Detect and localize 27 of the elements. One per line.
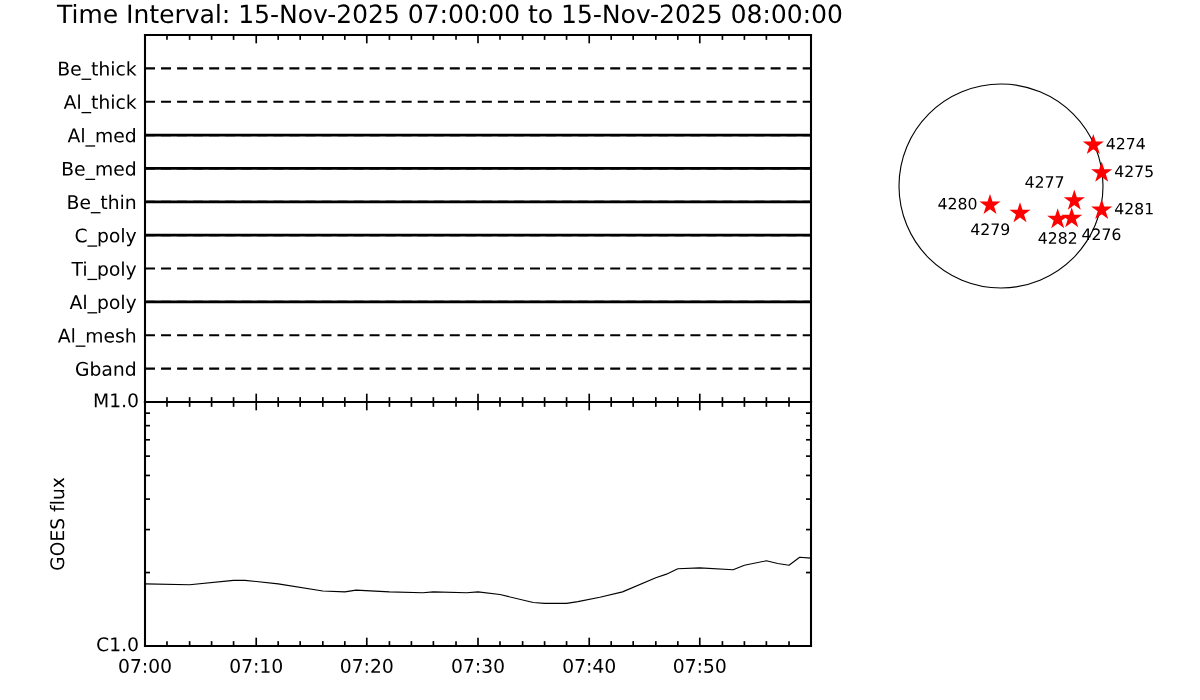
y-tick-label: Be_thick (59, 61, 137, 80)
y-tick-label: Be_med (63, 161, 135, 180)
x-tick-label: 07:40 (563, 658, 615, 674)
chart-title: Time Interval: 15-Nov-2025 07:00:00 to 15-Nov-2025 08:00:00 (56, 3, 842, 24)
y-tick-label: Gband (76, 361, 135, 377)
x-tick-label: 07:20 (341, 658, 393, 674)
text: 4280 (938, 197, 977, 210)
text: 4281 (1114, 202, 1153, 215)
x-tick-label: 07:30 (452, 658, 504, 674)
y-tick-label: C_poly (75, 228, 137, 247)
y-tick-label: Ti_poly (71, 261, 137, 281)
y-tick-label: Be_thin (68, 194, 136, 214)
y-tick-label: Al_poly (69, 294, 137, 314)
text: 4277 (1025, 176, 1064, 188)
text: C1.0 (97, 637, 138, 652)
text: M1.0 (94, 393, 138, 408)
text: 4274 (1106, 137, 1145, 150)
y-tick-label: Al_thick (63, 94, 137, 114)
x-tick-label: 07:00 (119, 658, 171, 674)
text: 4279 (971, 223, 1010, 236)
y-axis-title: GOES flux (49, 477, 65, 570)
y-tick-label: Al_mesh (57, 328, 136, 347)
x-tick-label: 07:10 (230, 658, 282, 674)
y-tick-label: Al_med (67, 127, 135, 147)
text: 4275 (1114, 165, 1153, 178)
x-tick-label: 07:50 (674, 658, 726, 674)
text: 4282 (1038, 232, 1077, 244)
